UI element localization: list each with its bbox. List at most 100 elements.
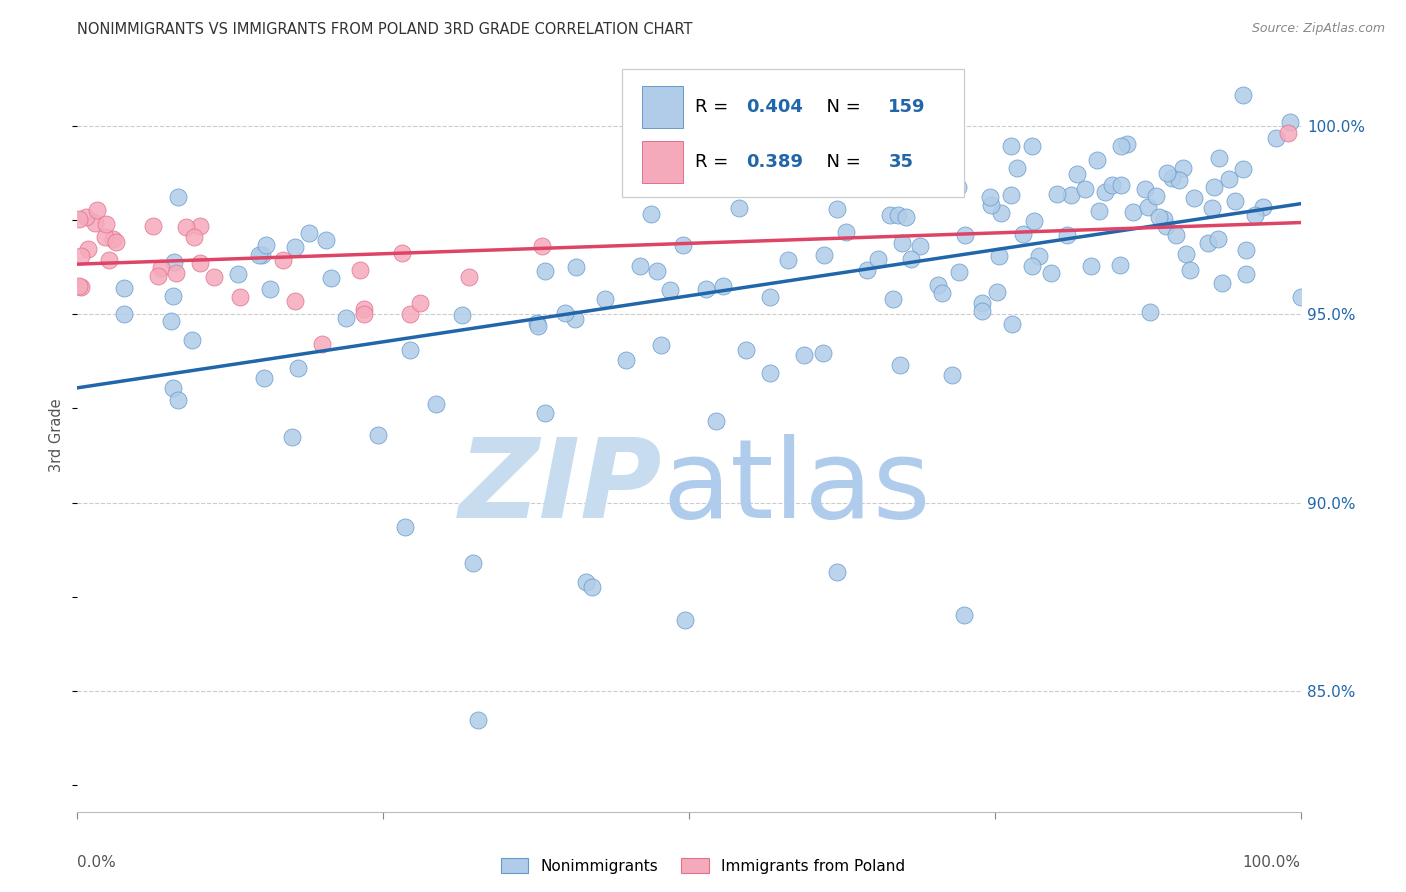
Point (1234, 268, 1257, 282)
Point (1109, 178, 1132, 193)
Point (1005, 161, 1028, 176)
Point (1012, 227, 1035, 242)
Point (986, 285, 1008, 300)
Point (1137, 200, 1160, 214)
Point (1178, 262, 1201, 277)
Text: 100.0%: 100.0% (1243, 855, 1301, 871)
Point (226, 267, 249, 281)
Point (927, 277, 949, 292)
Point (1059, 187, 1081, 202)
Y-axis label: 3rd Grade: 3rd Grade (49, 398, 65, 472)
Point (1085, 153, 1108, 167)
Point (1156, 219, 1178, 233)
Point (526, 316, 548, 330)
Point (531, 239, 554, 253)
Point (533, 263, 555, 277)
Point (101, 232, 124, 246)
Point (311, 337, 333, 351)
Point (1232, 162, 1254, 177)
Point (1182, 190, 1205, 204)
Point (1000, 139, 1022, 153)
Point (1147, 210, 1170, 224)
Point (353, 307, 375, 321)
Point (614, 353, 637, 368)
Point (704, 414, 727, 428)
Point (76, 242, 98, 256)
Point (1101, 178, 1123, 192)
Point (936, 181, 959, 195)
Point (675, 614, 697, 628)
Point (112, 307, 135, 321)
Point (349, 262, 371, 277)
Point (908, 239, 931, 253)
Point (1088, 204, 1111, 219)
Point (281, 430, 304, 444)
Point (948, 265, 970, 279)
Point (759, 366, 782, 380)
Text: R =: R = (695, 98, 734, 116)
Point (188, 219, 211, 234)
Point (882, 292, 904, 306)
Point (630, 259, 652, 273)
Point (1074, 181, 1097, 195)
Point (1202, 180, 1225, 194)
Point (250, 248, 273, 262)
Point (174, 219, 197, 234)
Point (287, 361, 309, 376)
Point (461, 557, 484, 571)
Point (711, 278, 734, 293)
Point (1046, 187, 1069, 202)
Text: 0.389: 0.389 (747, 153, 803, 171)
Point (159, 313, 181, 327)
Point (979, 190, 1001, 204)
Point (247, 247, 270, 261)
Point (879, 208, 901, 222)
Point (425, 397, 447, 411)
Point (1115, 136, 1137, 151)
Point (165, 266, 187, 280)
Point (1244, 208, 1267, 222)
Point (394, 520, 416, 534)
Point (1161, 171, 1184, 186)
Point (451, 308, 474, 322)
Point (1156, 166, 1178, 180)
Point (695, 282, 717, 296)
Point (84, 216, 107, 230)
Point (1197, 235, 1219, 250)
Point (399, 343, 422, 357)
Point (1277, 126, 1299, 140)
Point (467, 714, 489, 728)
Point (188, 256, 211, 270)
Point (671, 237, 693, 252)
Point (148, 269, 170, 284)
Point (1211, 276, 1233, 290)
Point (1278, 115, 1301, 129)
Point (1028, 249, 1050, 263)
Point (759, 290, 782, 304)
Point (1289, 290, 1312, 304)
Point (554, 306, 576, 320)
Point (1171, 161, 1194, 175)
Text: Source: ZipAtlas.com: Source: ZipAtlas.com (1251, 22, 1385, 36)
Text: NONIMMIGRANTS VS IMMIGRANTS FROM POLAND 3RD GRADE CORRELATION CHART: NONIMMIGRANTS VS IMMIGRANTS FROM POLAND … (77, 22, 693, 37)
Point (391, 246, 413, 260)
Point (896, 210, 918, 224)
Point (970, 303, 993, 318)
Point (163, 255, 186, 269)
Point (1021, 138, 1043, 153)
Point (1175, 247, 1198, 261)
Point (889, 358, 911, 372)
Point (162, 381, 184, 395)
Point (457, 269, 479, 284)
Point (167, 190, 190, 204)
Point (811, 346, 834, 360)
Point (353, 301, 375, 316)
Point (1039, 266, 1062, 280)
Point (886, 208, 908, 222)
Point (229, 290, 252, 304)
Text: R =: R = (695, 153, 734, 171)
Text: atlas: atlas (662, 434, 931, 541)
Point (67, 279, 90, 293)
Point (1218, 172, 1240, 186)
Point (1080, 259, 1102, 273)
